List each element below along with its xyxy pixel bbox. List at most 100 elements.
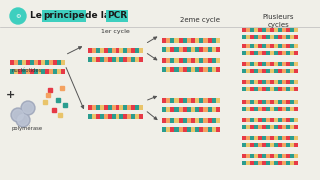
- Bar: [208, 107, 212, 112]
- Bar: [246, 143, 250, 147]
- Circle shape: [11, 108, 25, 122]
- Bar: [294, 100, 298, 104]
- Bar: [61, 69, 65, 74]
- Bar: [166, 118, 170, 123]
- Bar: [57, 69, 61, 74]
- Text: de la: de la: [82, 12, 113, 21]
- Bar: [191, 67, 195, 72]
- Bar: [266, 125, 270, 129]
- Bar: [250, 100, 254, 104]
- Bar: [266, 87, 270, 91]
- Bar: [166, 38, 170, 43]
- Bar: [216, 118, 220, 123]
- Bar: [294, 35, 298, 39]
- Bar: [254, 100, 258, 104]
- Bar: [104, 114, 108, 119]
- Bar: [183, 118, 187, 123]
- Bar: [250, 51, 254, 55]
- Bar: [208, 98, 212, 103]
- Bar: [278, 87, 282, 91]
- Bar: [262, 51, 266, 55]
- Bar: [278, 35, 282, 39]
- Bar: [246, 125, 250, 129]
- Bar: [116, 114, 119, 119]
- Bar: [92, 48, 96, 53]
- Bar: [195, 47, 199, 52]
- Bar: [258, 62, 262, 66]
- Bar: [294, 161, 298, 165]
- Bar: [290, 107, 294, 111]
- Bar: [282, 136, 286, 140]
- Bar: [131, 57, 135, 62]
- Bar: [34, 69, 37, 74]
- Bar: [199, 47, 204, 52]
- Bar: [119, 57, 123, 62]
- Bar: [254, 136, 258, 140]
- Bar: [57, 60, 61, 65]
- Bar: [179, 118, 183, 123]
- Bar: [88, 105, 92, 110]
- Bar: [274, 107, 278, 111]
- Bar: [270, 125, 274, 129]
- Bar: [254, 87, 258, 91]
- Bar: [282, 80, 286, 84]
- Bar: [187, 118, 191, 123]
- Bar: [254, 62, 258, 66]
- Bar: [170, 58, 174, 63]
- Bar: [258, 51, 262, 55]
- Bar: [139, 48, 143, 53]
- Bar: [262, 161, 266, 165]
- Bar: [116, 48, 119, 53]
- Bar: [116, 105, 119, 110]
- Text: ⚙: ⚙: [15, 14, 21, 19]
- Bar: [282, 161, 286, 165]
- Bar: [112, 57, 116, 62]
- Bar: [22, 60, 26, 65]
- Bar: [266, 62, 270, 66]
- Bar: [242, 154, 246, 158]
- Bar: [250, 143, 254, 147]
- Bar: [96, 105, 100, 110]
- Bar: [266, 143, 270, 147]
- Bar: [26, 69, 30, 74]
- Bar: [290, 44, 294, 48]
- Bar: [274, 136, 278, 140]
- Bar: [242, 118, 246, 122]
- Bar: [208, 47, 212, 52]
- Bar: [250, 80, 254, 84]
- Bar: [250, 69, 254, 73]
- Bar: [179, 47, 183, 52]
- Bar: [92, 105, 96, 110]
- Bar: [274, 100, 278, 104]
- Bar: [258, 143, 262, 147]
- Text: nucléotides: nucléotides: [12, 68, 43, 73]
- Bar: [18, 60, 22, 65]
- Bar: [246, 161, 250, 165]
- Circle shape: [10, 8, 26, 24]
- Bar: [191, 118, 195, 123]
- Bar: [112, 48, 116, 53]
- Bar: [266, 154, 270, 158]
- Bar: [195, 107, 199, 112]
- Bar: [53, 69, 57, 74]
- Bar: [166, 47, 170, 52]
- Bar: [212, 118, 216, 123]
- Bar: [174, 58, 179, 63]
- Bar: [270, 69, 274, 73]
- Bar: [282, 100, 286, 104]
- Bar: [37, 60, 41, 65]
- Bar: [199, 58, 204, 63]
- Bar: [41, 60, 45, 65]
- Bar: [41, 69, 45, 74]
- Bar: [199, 118, 204, 123]
- Bar: [294, 125, 298, 129]
- Bar: [187, 67, 191, 72]
- Bar: [162, 107, 166, 112]
- Bar: [294, 51, 298, 55]
- Bar: [250, 136, 254, 140]
- Bar: [216, 47, 220, 52]
- Bar: [242, 80, 246, 84]
- Bar: [286, 100, 290, 104]
- Bar: [242, 28, 246, 32]
- Bar: [179, 127, 183, 132]
